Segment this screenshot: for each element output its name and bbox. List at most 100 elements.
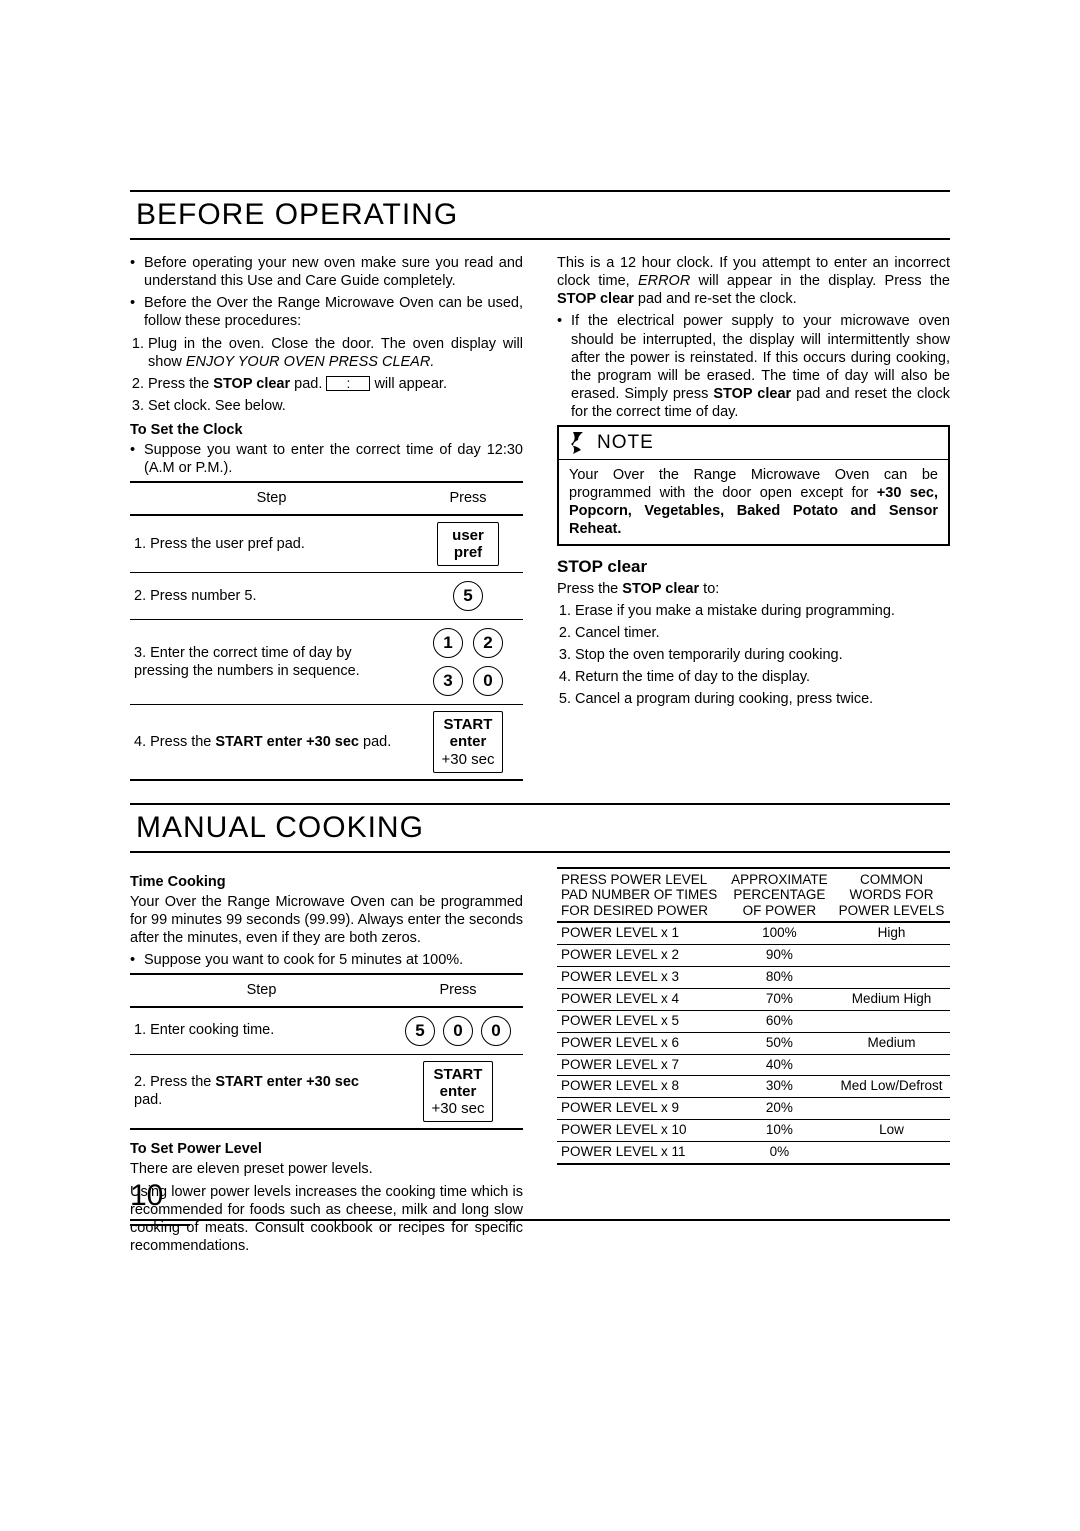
power-cell: POWER LEVEL x 11	[557, 1142, 726, 1164]
power-cell	[833, 1098, 950, 1120]
power-cell: High	[833, 922, 950, 944]
proc-2-d: will appear.	[370, 376, 447, 392]
power-cell: POWER LEVEL x 4	[557, 988, 726, 1010]
power-cell: 0%	[726, 1142, 833, 1164]
power-cell: POWER LEVEL x 5	[557, 1010, 726, 1032]
page-rule	[130, 1219, 950, 1221]
proc-1-display: ENJOY YOUR OVEN PRESS CLEAR.	[186, 354, 434, 370]
tc-step-1: 1. Enter cooking time.	[130, 1007, 393, 1055]
clock-step-3-text: Enter the correct time of day by pressin…	[134, 645, 360, 679]
stop-4: Return the time of day to the display.	[575, 668, 950, 686]
keypad-5: 5	[453, 581, 483, 611]
sia: Press the	[557, 581, 622, 597]
b1b: STOP clear	[713, 386, 791, 402]
power-cell: 30%	[726, 1076, 833, 1098]
seb1: START	[444, 716, 493, 733]
keypad-0: 0	[473, 666, 503, 696]
c4a: Press the	[150, 734, 215, 750]
note-header: NOTE	[557, 425, 950, 460]
power-cell: POWER LEVEL x 3	[557, 967, 726, 989]
power-cell: Medium High	[833, 988, 950, 1010]
power-row: POWER LEVEL x 740%	[557, 1054, 950, 1076]
stop-intro: Press the STOP clear to:	[557, 580, 950, 598]
right-p1: This is a 12 hour clock. If you attempt …	[557, 254, 950, 308]
clock-suppose: Suppose you want to enter the correct ti…	[130, 441, 523, 477]
c4c: pad.	[359, 734, 391, 750]
time-cooking-table: Step Press 1. Enter cooking time. 5 0 0 …	[130, 973, 523, 1130]
tc2a: Press the	[150, 1074, 215, 1090]
power-cell: 100%	[726, 922, 833, 944]
clock-step-4: 4. Press the START enter +30 sec pad.	[130, 705, 413, 780]
p1e: pad and re-set the clock.	[634, 291, 797, 307]
proc-1: Plug in the oven. Close the door. The ov…	[148, 335, 523, 371]
power-cell	[833, 945, 950, 967]
user-pref-l2: pref	[454, 544, 482, 561]
tc2c: pad.	[134, 1092, 162, 1108]
power-row: POWER LEVEL x 920%	[557, 1098, 950, 1120]
power-cell: POWER LEVEL x 9	[557, 1098, 726, 1120]
intro-bullet-1: Before operating your new oven make sure…	[130, 254, 523, 290]
power-cell: 80%	[726, 967, 833, 989]
time-cooking-heading: Time Cooking	[130, 873, 523, 891]
keypad-0c: 0	[481, 1016, 511, 1046]
manual-left-col: Time Cooking Your Over the Range Microwa…	[130, 867, 523, 1259]
note-icon	[569, 432, 587, 454]
proc-2-a: Press the	[148, 376, 213, 392]
keypad-3: 3	[433, 666, 463, 696]
power-level-table: PRESS POWER LEVELPAD NUMBER OF TIMESFOR …	[557, 867, 950, 1165]
th-press: Press	[413, 482, 523, 514]
stop-3: Stop the oven temporarily during cooking…	[575, 646, 950, 664]
note-body: Your Over the Range Microwave Oven can b…	[557, 460, 950, 547]
clock-step-2: 2. Press number 5.	[130, 573, 413, 620]
power-row: POWER LEVEL x 560%	[557, 1010, 950, 1032]
p1c: will appear in the display. Press the	[690, 273, 950, 289]
power-row: POWER LEVEL x 470%Medium High	[557, 988, 950, 1010]
power-cell: 70%	[726, 988, 833, 1010]
power-row: POWER LEVEL x 830%Med Low/Defrost	[557, 1076, 950, 1098]
proc-3: Set clock. See below.	[148, 397, 523, 415]
display-icon	[326, 376, 370, 391]
c4b: START enter +30 sec	[215, 734, 359, 750]
tc-th-press: Press	[393, 974, 523, 1006]
note-label: NOTE	[597, 431, 654, 455]
tc1t: Enter cooking time.	[150, 1022, 274, 1038]
power-cell: POWER LEVEL x 8	[557, 1076, 726, 1098]
power-cell: 50%	[726, 1032, 833, 1054]
keypad-1: 1	[433, 628, 463, 658]
power-cell	[833, 1142, 950, 1164]
p1b: ERROR	[638, 273, 690, 289]
set-clock-heading: To Set the Clock	[130, 421, 523, 439]
intro-bullet-2: Before the Over the Range Microwave Oven…	[130, 294, 523, 330]
power-row: POWER LEVEL x 1100%High	[557, 922, 950, 944]
keypad-2: 2	[473, 628, 503, 658]
set-power-heading: To Set Power Level	[130, 1140, 523, 1158]
clock-step-2-text: Press number 5.	[150, 588, 256, 604]
page-number: 10	[130, 1179, 163, 1213]
clock-step-3: 3. Enter the correct time of day by pres…	[130, 620, 413, 705]
start-enter-button: STARTenter+30 sec	[433, 711, 504, 773]
clock-step-1: 1. Press the user pref pad.	[130, 515, 413, 573]
pl-p1: There are eleven preset power levels.	[130, 1160, 523, 1178]
keypad-0b: 0	[443, 1016, 473, 1046]
sic: to:	[699, 581, 719, 597]
section-header-manual-cooking: MANUAL COOKING	[130, 803, 950, 853]
power-cell: 90%	[726, 945, 833, 967]
pw-h1: PRESS POWER LEVELPAD NUMBER OF TIMESFOR …	[557, 868, 726, 923]
power-row: POWER LEVEL x 650%Medium	[557, 1032, 950, 1054]
user-pref-button: userpref	[437, 522, 499, 567]
power-cell: Medium	[833, 1032, 950, 1054]
stop-2: Cancel timer.	[575, 624, 950, 642]
user-pref-l1: user	[452, 527, 484, 544]
pw-h3: COMMONWORDS FORPOWER LEVELS	[833, 868, 950, 923]
power-row: POWER LEVEL x 380%	[557, 967, 950, 989]
keypad-5b: 5	[405, 1016, 435, 1046]
before-left-col: Before operating your new oven make sure…	[130, 254, 523, 781]
power-row: POWER LEVEL x 290%	[557, 945, 950, 967]
section-header-before-operating: BEFORE OPERATING	[130, 190, 950, 240]
clock-steps-table: Step Press 1. Press the user pref pad. u…	[130, 481, 523, 780]
manual-cooking-columns: Time Cooking Your Over the Range Microwa…	[130, 867, 950, 1259]
before-right-col: This is a 12 hour clock. If you attempt …	[557, 254, 950, 781]
power-cell: 10%	[726, 1120, 833, 1142]
seb3: +30 sec	[442, 751, 495, 768]
tc2b: START enter +30 sec	[215, 1074, 359, 1090]
